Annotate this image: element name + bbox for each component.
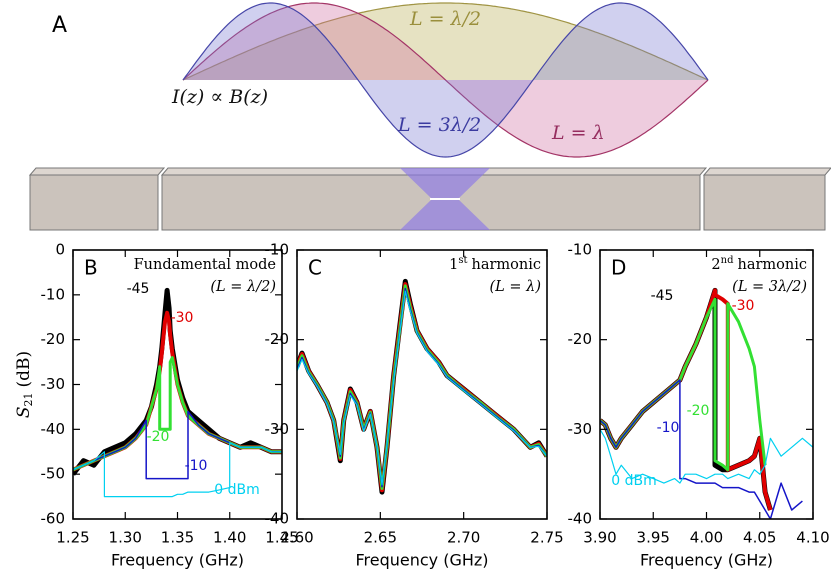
x-tick-label: 2.65 — [364, 529, 397, 547]
series-label: -45 — [127, 281, 150, 297]
title-text: harmonic — [472, 257, 542, 273]
series-label: -10 — [657, 420, 680, 436]
wave-label: L = λ/2 — [409, 8, 481, 30]
panel-label: A — [52, 13, 67, 38]
series-line — [297, 284, 547, 490]
series-line — [297, 290, 547, 486]
panel-subtitle: (L = λ/2) — [210, 279, 276, 295]
y-tick-label: -40 — [41, 420, 66, 438]
wave-line — [182, 2, 709, 158]
x-axis-label: Frequency (GHz) — [355, 551, 488, 570]
panel-subtitle: (L = 3λ/2) — [732, 279, 807, 295]
x-tick-label: 4.00 — [690, 529, 723, 547]
y-tick-label: -20 — [265, 330, 290, 348]
series-label: -20 — [147, 429, 170, 445]
x-tick-label: 2.70 — [447, 529, 480, 547]
x-tick-label: 1.40 — [213, 529, 246, 547]
y-tick-label: -10 — [568, 241, 593, 259]
x-tick-label: 1.35 — [161, 529, 194, 547]
panel-label: B — [84, 256, 98, 280]
series-line — [297, 278, 547, 495]
panel-title: 2nd harmonic — [711, 255, 807, 274]
x-axis-label: Frequency (GHz) — [111, 551, 244, 570]
y-label-subscript: 21 — [22, 392, 35, 406]
y-tick-label: -10 — [41, 285, 66, 303]
panel-title: Fundamental mode — [134, 257, 276, 273]
series-label: -30 — [732, 298, 755, 314]
x-tick-label: 3.95 — [637, 529, 670, 547]
series-label: -10 — [185, 458, 208, 474]
x-tick-label: 4.10 — [796, 529, 829, 547]
schematic: A L = λ/2 I(z) ∝ B(z) L = 3λ/2 L = λ — [28, 2, 831, 231]
y-tick-label: -10 — [265, 241, 290, 259]
series-line — [297, 287, 547, 488]
panel-subtitle: (L = λ) — [489, 279, 541, 295]
y-label-symbol: S — [14, 406, 34, 418]
y-tick-label: -20 — [41, 330, 66, 348]
y-label-unit: (dB) — [14, 351, 34, 388]
x-tick-label: 4.05 — [743, 529, 776, 547]
wave-fill — [183, 3, 708, 157]
wave-label: L = 3λ/2 — [397, 114, 481, 136]
y-axis-label: S21 (dB) — [14, 351, 36, 418]
block-top — [702, 167, 831, 176]
title-ordinal: 2 — [711, 257, 720, 273]
series-line — [73, 442, 282, 498]
panel-title: 1st harmonic — [449, 255, 541, 274]
y-tick-label: -40 — [265, 510, 290, 528]
panel-label: C — [308, 256, 322, 280]
series-label: -30 — [171, 310, 194, 326]
x-tick-label: 1.30 — [109, 529, 142, 547]
y-tick-label: -30 — [41, 375, 66, 393]
panel: 3.90 3.95 4.00 4.05 4.10 -10 -20 -30 -40 D 2nd harm… — [568, 241, 830, 570]
x-tick-label: 2.60 — [280, 529, 313, 547]
wave-fill — [183, 3, 708, 80]
wave-line — [182, 2, 709, 158]
y-tick-label: -40 — [568, 510, 593, 528]
standing-waves — [182, 2, 709, 158]
series-line — [600, 297, 767, 472]
wave-line — [182, 2, 709, 81]
relation-label: I(z) ∝ B(z) — [171, 86, 268, 108]
panel-label: D — [611, 256, 626, 280]
x-tick-label: 1.25 — [56, 529, 89, 547]
axes-frame — [296, 249, 548, 520]
wave-label: L = λ — [551, 122, 605, 144]
x-tick-label: 2.75 — [530, 529, 563, 547]
panel: 2.60 2.65 2.70 2.75 -10 -20 -30 -40 C 1st harmonic… — [265, 241, 564, 570]
series-line — [600, 428, 813, 484]
x-tick-label: 3.90 — [583, 529, 616, 547]
series-label: 0 dBm — [214, 482, 260, 498]
series-label: 0 dBm — [611, 473, 657, 489]
title-superscript: nd — [721, 255, 734, 266]
panel: 1.25 1.30 1.35 1.40 1.45 0 -10 -20 -30 -40 -50 -60 B… — [14, 241, 299, 570]
series-label: -20 — [687, 403, 710, 419]
y-tick-label: 0 — [55, 241, 65, 259]
y-tick-label: -30 — [568, 420, 593, 438]
title-superscript: st — [458, 255, 467, 266]
y-tick-label: -30 — [265, 420, 290, 438]
title-text: harmonic — [738, 257, 808, 273]
y-tick-label: -60 — [41, 510, 66, 528]
title-text: Fundamental mode — [134, 257, 276, 273]
title-ordinal: 1 — [449, 257, 458, 273]
series-line — [297, 282, 547, 493]
block-top — [28, 167, 166, 176]
y-tick-label: -50 — [41, 465, 66, 483]
block-left — [29, 174, 159, 231]
y-tick-label: -20 — [568, 330, 593, 348]
series-line — [600, 379, 803, 519]
block-right — [703, 174, 826, 231]
x-axis-label: Frequency (GHz) — [640, 551, 773, 570]
series-label: -45 — [651, 288, 674, 304]
x-tick-label: 1.45 — [265, 529, 298, 547]
